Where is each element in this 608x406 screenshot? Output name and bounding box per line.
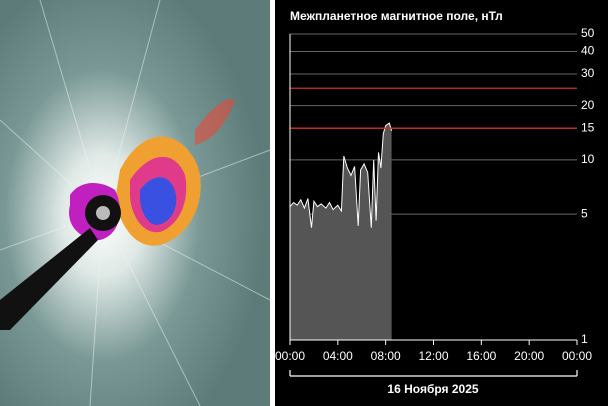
x-tick-label: 20:00	[514, 349, 544, 363]
coronagraph-image	[0, 0, 271, 406]
x-tick-label: 00:00	[275, 349, 305, 363]
x-axis-label: 16 Ноября 2025	[387, 382, 478, 396]
y-tick-label: 30	[581, 66, 595, 80]
y-tick-label: 40	[581, 44, 595, 58]
y-tick-label: 1	[581, 332, 588, 346]
chart-title: Межпланетное магнитное поле, нТл	[290, 9, 503, 23]
y-tick-label: 15	[581, 120, 595, 134]
area	[290, 123, 392, 340]
y-tick-label: 5	[581, 206, 588, 220]
x-tick-label: 00:00	[562, 349, 592, 363]
x-tick-label: 12:00	[418, 349, 448, 363]
line	[289, 122, 393, 228]
chart-panel	[275, 0, 608, 406]
y-tick-label: 10	[581, 152, 595, 166]
x-tick-label: 08:00	[371, 349, 401, 363]
y-tick-label: 20	[581, 98, 595, 112]
x-tick-label: 16:00	[466, 349, 496, 363]
x-tick-label: 04:00	[323, 349, 353, 363]
y-tick-label: 50	[581, 26, 595, 40]
